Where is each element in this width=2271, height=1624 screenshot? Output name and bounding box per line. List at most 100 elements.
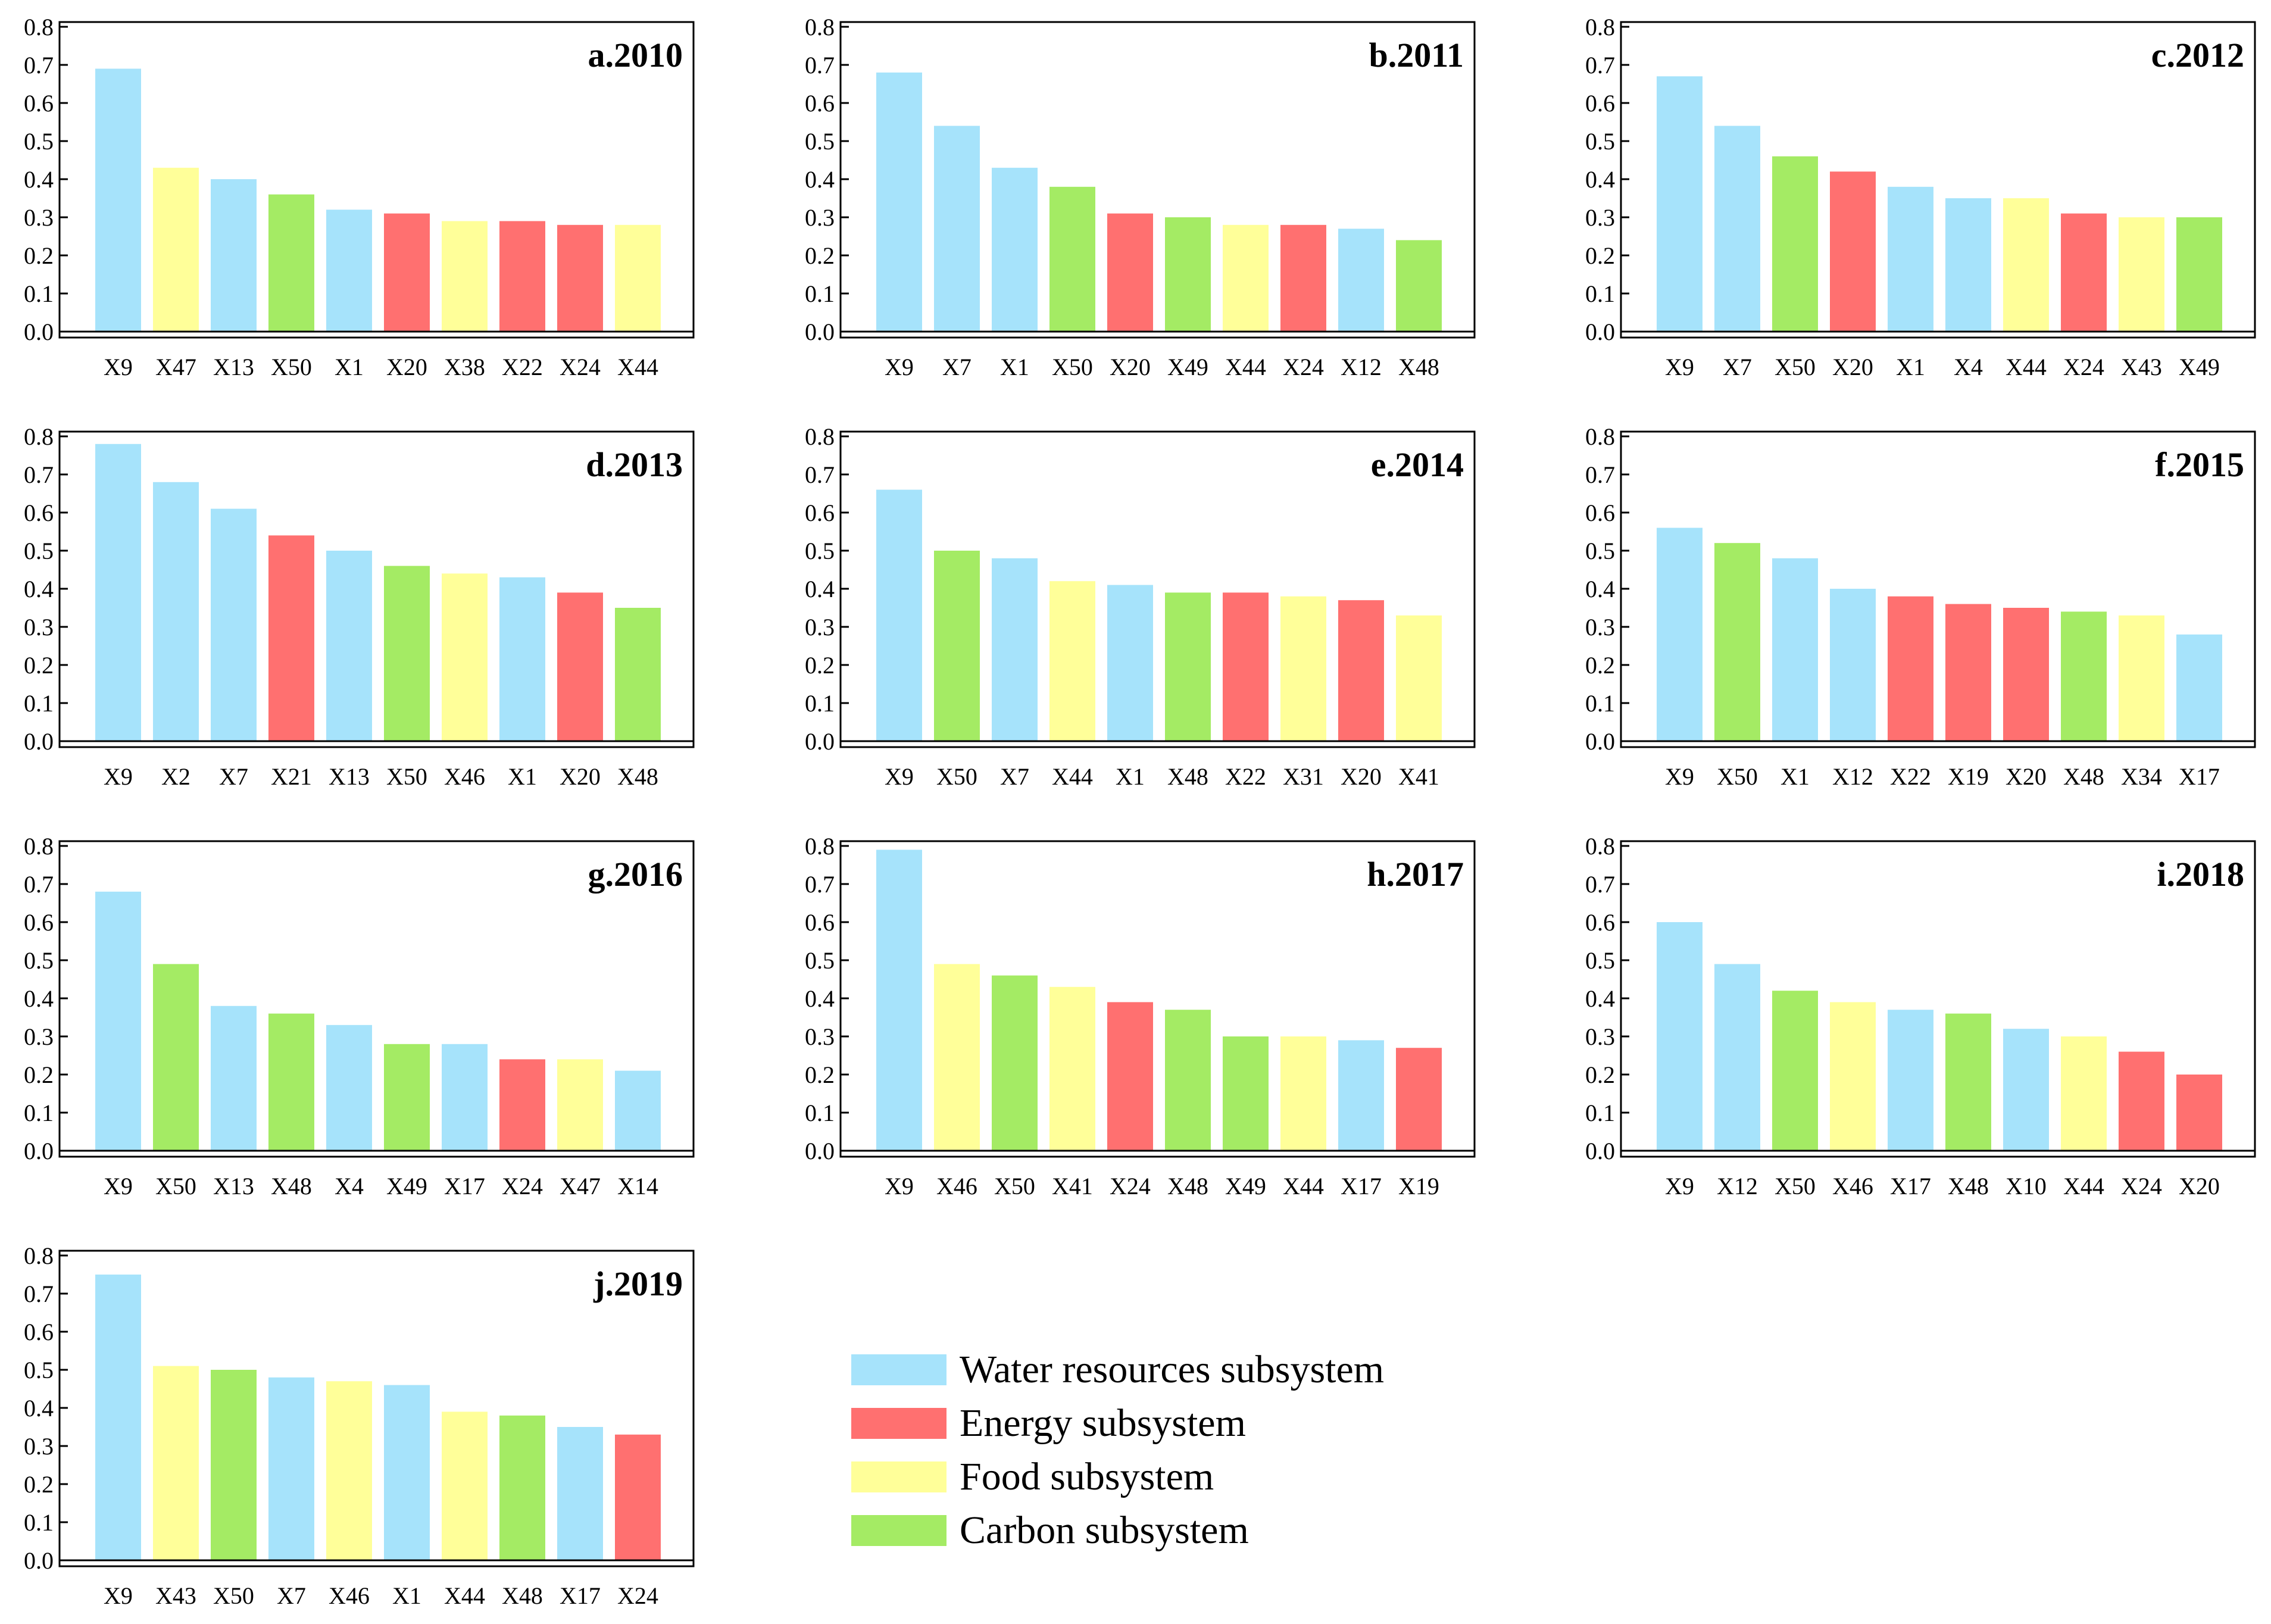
y-tick-label: 0.6 xyxy=(24,499,54,526)
panel-title: d.2013 xyxy=(586,445,683,484)
bar-x17 xyxy=(1888,1010,1933,1151)
panel-title: c.2012 xyxy=(2151,36,2244,74)
legend-swatch xyxy=(851,1354,946,1385)
bar-x9 xyxy=(876,489,922,741)
y-tick-label: 0.8 xyxy=(24,1242,54,1269)
y-tick-label: 0.5 xyxy=(24,947,54,974)
bar-x20 xyxy=(1830,171,1876,332)
y-tick-label: 0.0 xyxy=(805,318,835,345)
x-category-label: X43 xyxy=(2121,354,2162,380)
y-tick-label: 0.8 xyxy=(24,423,54,450)
bar-x24 xyxy=(2119,1051,2164,1151)
bar-x9 xyxy=(1657,922,1703,1151)
bar-x49 xyxy=(384,1044,430,1151)
x-category-label: X47 xyxy=(560,1173,601,1200)
x-category-label: X9 xyxy=(1665,763,1694,790)
bar-x49 xyxy=(1223,1036,1269,1151)
legend-item-energy: Energy subsystem xyxy=(851,1401,1246,1445)
bar-x2 xyxy=(153,482,199,741)
x-category-label: X20 xyxy=(1341,763,1382,790)
x-category-label: X50 xyxy=(213,1582,254,1609)
bar-x1 xyxy=(1772,558,1818,741)
bar-x50 xyxy=(153,964,199,1151)
y-tick-label: 0.5 xyxy=(24,1357,54,1383)
y-tick-label: 0.0 xyxy=(805,1138,835,1164)
legend-item-water: Water resources subsystem xyxy=(851,1348,1384,1391)
x-category-label: X13 xyxy=(329,763,370,790)
x-category-label: X50 xyxy=(1775,1173,1816,1200)
bar-x14 xyxy=(615,1070,661,1151)
y-tick-label: 0.0 xyxy=(1585,728,1615,755)
bar-x7 xyxy=(934,126,980,332)
x-category-label: X44 xyxy=(2063,1173,2104,1200)
bar-x9 xyxy=(95,1275,141,1560)
x-category-label: X48 xyxy=(1167,1173,1208,1200)
x-category-label: X49 xyxy=(1167,354,1208,380)
bar-x44 xyxy=(615,224,661,332)
y-tick-label: 0.6 xyxy=(805,499,835,526)
bar-x47 xyxy=(153,167,199,332)
bar-x12 xyxy=(1714,964,1760,1151)
panel-title: e.2014 xyxy=(1371,445,1464,484)
x-category-label: X48 xyxy=(1948,1173,1989,1200)
bar-x13 xyxy=(326,551,372,741)
y-tick-label: 0.4 xyxy=(24,1395,54,1422)
x-category-label: X50 xyxy=(1052,354,1093,380)
y-tick-label: 0.3 xyxy=(24,1433,54,1460)
panel-title: g.2016 xyxy=(588,855,683,894)
x-category-label: X31 xyxy=(1283,763,1324,790)
y-tick-label: 0.8 xyxy=(805,423,835,450)
x-category-label: X24 xyxy=(617,1582,658,1609)
bar-x47 xyxy=(557,1059,603,1151)
x-category-label: X1 xyxy=(508,763,537,790)
y-tick-label: 0.4 xyxy=(805,985,835,1012)
y-tick-label: 0.0 xyxy=(24,318,54,345)
bar-x17 xyxy=(1338,1040,1384,1151)
x-category-label: X44 xyxy=(617,354,658,380)
y-tick-label: 0.3 xyxy=(24,1023,54,1050)
panel-title: b.2011 xyxy=(1369,36,1464,74)
y-tick-label: 0.6 xyxy=(24,1319,54,1345)
bar-x1 xyxy=(1888,186,1933,332)
x-category-label: X44 xyxy=(1225,354,1266,380)
x-category-label: X1 xyxy=(1116,763,1145,790)
x-category-label: X17 xyxy=(2179,763,2220,790)
y-tick-label: 0.5 xyxy=(1585,947,1615,974)
bar-x24 xyxy=(2061,213,2107,332)
y-tick-label: 0.1 xyxy=(24,690,54,717)
x-category-label: X49 xyxy=(2179,354,2220,380)
x-category-label: X24 xyxy=(2063,354,2104,380)
chart-panel-f-2015: 0.0 0.1 0.2 0.3 0.4 0.5 0.6 0.7 0.8 X9 X50 X1 X12 X22… xyxy=(1585,423,2256,790)
bar-x50 xyxy=(384,566,430,741)
chart-panel-g-2016: 0.0 0.1 0.2 0.3 0.4 0.5 0.6 0.7 0.8 X9 X50 X13 X48 X4… xyxy=(24,833,695,1200)
y-tick-label: 0.8 xyxy=(1585,833,1615,860)
x-category-label: X24 xyxy=(2121,1173,2162,1200)
y-tick-label: 0.0 xyxy=(805,728,835,755)
legend-swatch xyxy=(851,1408,946,1439)
x-category-label: X20 xyxy=(2006,763,2047,790)
x-category-label: X7 xyxy=(277,1582,306,1609)
legend: Water resources subsystem Energy subsyste… xyxy=(851,1348,1384,1552)
chart-panel-a-2010: 0.0 0.1 0.2 0.3 0.4 0.5 0.6 0.7 0.8 X9 X47 X13 X50 X1… xyxy=(24,14,695,380)
x-category-label: X4 xyxy=(335,1173,364,1200)
y-tick-label: 0.2 xyxy=(24,652,54,679)
x-category-label: X7 xyxy=(1000,763,1029,790)
chart-panel-b-2011: 0.0 0.1 0.2 0.3 0.4 0.5 0.6 0.7 0.8 X9 X7 X1 X50 X20 X… xyxy=(805,14,1476,380)
x-category-label: X19 xyxy=(1398,1173,1439,1200)
y-tick-label: 0.3 xyxy=(1585,614,1615,641)
x-category-label: X20 xyxy=(1110,354,1151,380)
bar-x10 xyxy=(2003,1029,2049,1151)
bar-x48 xyxy=(1165,592,1211,741)
x-category-label: X9 xyxy=(885,354,914,380)
x-category-label: X24 xyxy=(1110,1173,1151,1200)
bar-x22 xyxy=(1888,596,1933,741)
bar-x24 xyxy=(557,224,603,332)
y-tick-label: 0.3 xyxy=(24,614,54,641)
x-category-label: X17 xyxy=(1341,1173,1382,1200)
y-tick-label: 0.7 xyxy=(805,461,835,488)
x-category-label: X46 xyxy=(1832,1173,1873,1200)
x-category-label: X17 xyxy=(444,1173,485,1200)
legend-label: Water resources subsystem xyxy=(960,1348,1384,1391)
legend-label: Carbon subsystem xyxy=(960,1509,1249,1552)
legend-label: Food subsystem xyxy=(960,1455,1214,1498)
